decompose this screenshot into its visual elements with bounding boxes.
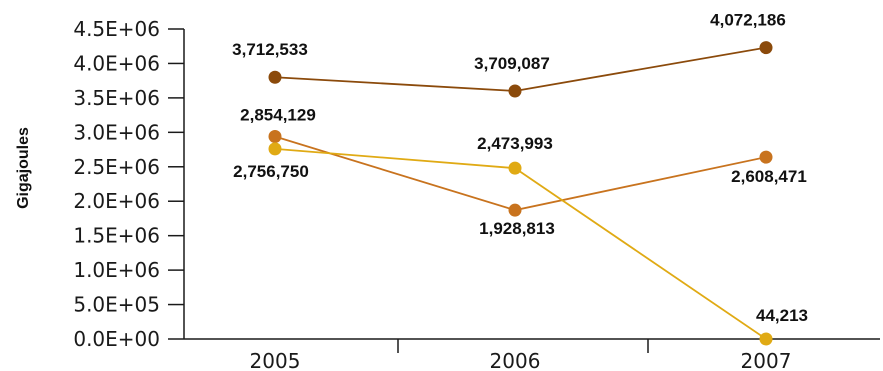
x-tick-label: 2006	[490, 349, 541, 371]
data-point	[508, 84, 522, 98]
y-axis: 0.0E+00 5.0E+05 1.0E+06 1.5E+06 2.0E+06 2.5E+…	[73, 17, 185, 351]
data-point	[759, 150, 773, 164]
y-tick-label: 0.0E+00	[73, 327, 160, 351]
data-label: 2,473,993	[477, 134, 553, 153]
data-point	[268, 70, 282, 84]
x-axis: 2005 2006 2007	[184, 338, 880, 371]
data-label: 2,756,750	[233, 162, 309, 181]
x-tick-label: 2005	[250, 349, 301, 371]
y-tick-label: 2.0E+06	[73, 189, 160, 213]
data-labels: 3,712,533 3,709,087 4,072,186 2,854,129 1,92…	[232, 11, 808, 325]
data-label: 4,072,186	[710, 11, 786, 30]
data-label: 44,213	[756, 306, 808, 325]
data-point	[508, 161, 522, 175]
data-point	[759, 41, 773, 55]
x-tick-label: 2007	[741, 349, 792, 371]
y-axis-title: Gigajoules	[15, 127, 32, 209]
y-tick-label: 1.5E+06	[73, 224, 160, 248]
data-point	[508, 203, 522, 217]
y-tick-label: 4.5E+06	[73, 17, 160, 41]
y-tick-label: 4.0E+06	[73, 51, 160, 75]
data-point	[268, 142, 282, 156]
data-label: 3,709,087	[474, 54, 550, 73]
data-point	[759, 332, 773, 346]
data-label: 1,928,813	[479, 219, 555, 238]
data-point	[268, 129, 282, 143]
series-points	[268, 41, 773, 346]
y-tick-label: 1.0E+06	[73, 258, 160, 282]
y-tick-label: 2.5E+06	[73, 155, 160, 179]
data-label: 3,712,533	[232, 40, 308, 59]
y-tick-label: 5.0E+05	[73, 293, 160, 317]
y-tick-label: 3.0E+06	[73, 120, 160, 144]
series-line-3	[274, 147, 767, 340]
data-label: 2,854,129	[240, 105, 316, 124]
data-label: 2,608,471	[731, 167, 807, 186]
y-tick-label: 3.5E+06	[73, 86, 160, 110]
